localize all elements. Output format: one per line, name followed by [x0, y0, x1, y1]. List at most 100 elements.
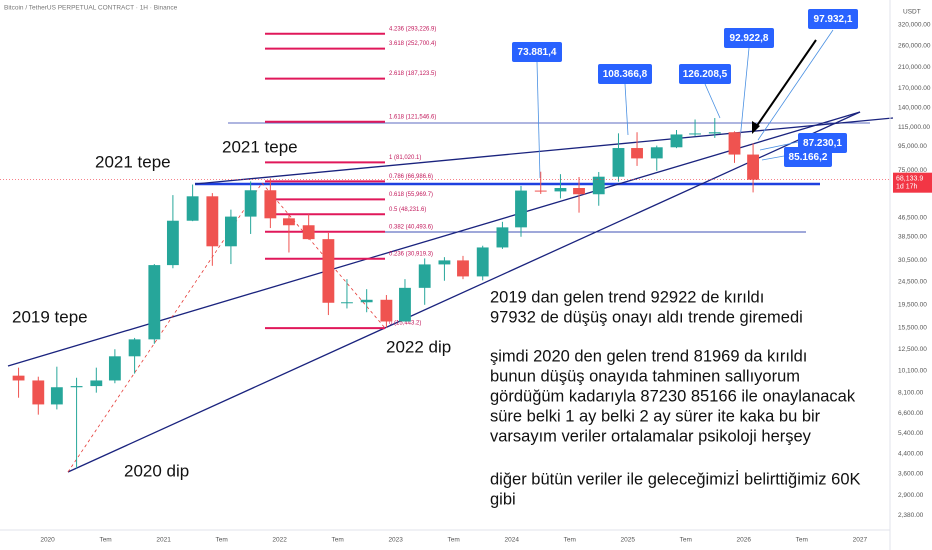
y-tick-label: 10,100.00 [898, 367, 927, 374]
x-tick-label: 2027 [853, 537, 868, 544]
candle-body [264, 190, 277, 219]
commentary-line: diğer bütün veriler ile geleceğimizİ bel… [490, 469, 861, 488]
y-tick-label: 19,500.00 [898, 302, 927, 309]
x-tick-label: Tem [99, 537, 111, 544]
callout-pointer [704, 83, 721, 119]
note: 2020 dip [124, 461, 189, 480]
candle-body [50, 387, 63, 405]
candle-body [399, 287, 411, 322]
x-tick-label: Tem [796, 537, 808, 544]
candle-body [302, 225, 315, 240]
arrow [753, 39, 817, 131]
callout-pointer [536, 61, 541, 179]
candle-body [438, 260, 451, 265]
candle-body [206, 196, 219, 247]
commentary-line: gördüğüm kadarıyla 87230 85166 ile onayl… [490, 387, 856, 405]
fib-label: 0.236 (30,919.3) [389, 251, 433, 257]
x-tick-label: Tem [332, 537, 344, 544]
y-tick-label: 38,500.00 [898, 233, 927, 240]
callout-box [598, 64, 652, 84]
callout-pointer [761, 155, 785, 161]
fib-label: 0.618 (55,969.7) [389, 192, 433, 198]
y-tick-label: 24,500.00 [898, 279, 927, 286]
candle-body [708, 132, 721, 134]
candle-body [224, 216, 237, 247]
commentary-line: bunun düşüş onayıda tahminen sallıyorum [490, 367, 800, 385]
callout-pointer [757, 29, 834, 141]
callout-label: 126.208,5 [683, 69, 728, 80]
x-tick-label: Tem [448, 537, 460, 544]
commentary-line: varsayım veriler ortalamalar psikoloji h… [490, 427, 812, 445]
x-tick-label: 2021 [156, 537, 171, 544]
commentary-line: şimdi 2020 den gelen trend 81969 da kırı… [490, 347, 807, 365]
note: 2021 tepe [222, 137, 298, 156]
commentary-line: süre belki 1 ay belki 2 ay sürer ite kak… [490, 407, 821, 425]
candle-body [476, 247, 489, 277]
candle-body [573, 187, 585, 195]
axis-unit: USDT [903, 9, 921, 16]
candle-body [418, 264, 431, 288]
callout-label: 92.922,8 [730, 33, 769, 44]
callout-box [679, 64, 731, 84]
y-tick-label: 260,000.00 [898, 42, 931, 49]
candle-body [186, 196, 199, 221]
note: 2021 tepe [95, 152, 171, 171]
fib-label: 0 (15,443.2) [389, 321, 421, 327]
y-tick-label: 4,400.00 [898, 450, 924, 457]
candle-body [283, 218, 295, 226]
candle-body [747, 154, 759, 180]
x-tick-label: Tem [215, 537, 227, 544]
dashed-line [261, 182, 386, 329]
commentary-line: 97932 de düşüş onayı aldı trende giremed… [490, 308, 803, 326]
y-tick-label: 140,000.00 [898, 104, 931, 111]
candle-body [90, 380, 103, 387]
y-tick-label: 8,100.00 [898, 389, 924, 396]
candle-body [650, 147, 663, 159]
candle-body [670, 134, 683, 148]
candle-body [166, 220, 179, 266]
callout-label: 85.166,2 [789, 152, 828, 163]
fib-label: 0.786 (66,986.6) [389, 174, 433, 180]
candle-body [341, 302, 353, 304]
chart-title: Bitcoin / TetherUS PERPETUAL CONTRACT · … [4, 5, 178, 12]
x-tick-label: 2022 [272, 537, 287, 544]
note: 2019 tepe [12, 307, 88, 326]
last-price-box [893, 172, 932, 193]
fib-label: 1 (81,020.1) [389, 155, 421, 161]
candle-body [612, 148, 625, 177]
commentary-line: 2019 dan gelen trend 92922 de kırıldı [490, 288, 764, 306]
callout-label: 108.366,8 [603, 69, 648, 80]
y-tick-label: 170,000.00 [898, 85, 931, 92]
trend-line [194, 117, 894, 185]
fib-label: 4.236 (293,226.9) [389, 26, 436, 32]
y-tick-label: 2,900.00 [898, 492, 924, 499]
candle-body [12, 375, 25, 381]
fib-label: 1.618 (121,546.6) [389, 114, 436, 120]
candle-body [457, 260, 469, 277]
y-tick-label: 6,600.00 [898, 410, 924, 417]
fib-label: 3.618 (252,700.4) [389, 41, 436, 47]
y-tick-label: 210,000.00 [898, 64, 931, 71]
y-tick-label: 15,500.00 [898, 324, 927, 331]
y-tick-label: 5,400.00 [898, 430, 924, 437]
candle-body [554, 187, 567, 192]
y-tick-label: 115,000.00 [898, 124, 930, 131]
callout-pointer [624, 83, 629, 136]
candle-body [148, 265, 161, 340]
candle-body [515, 190, 527, 228]
fib-label: 0.382 (40,493.6) [389, 224, 433, 230]
x-tick-label: 2020 [40, 537, 55, 544]
candle-body [32, 380, 45, 405]
candle-body [128, 339, 141, 357]
fib-label: 0.5 (48,231.6) [389, 207, 426, 213]
callout-label: 73.881,4 [518, 47, 557, 58]
candle-body [244, 190, 257, 217]
x-tick-label: 2023 [388, 537, 403, 544]
callout-pointer [759, 141, 799, 151]
candle-body [70, 386, 83, 388]
candle-body [689, 133, 701, 135]
countdown: 1d 17h [896, 184, 918, 191]
candle-body [108, 356, 121, 381]
x-tick-label: 2025 [621, 537, 636, 544]
